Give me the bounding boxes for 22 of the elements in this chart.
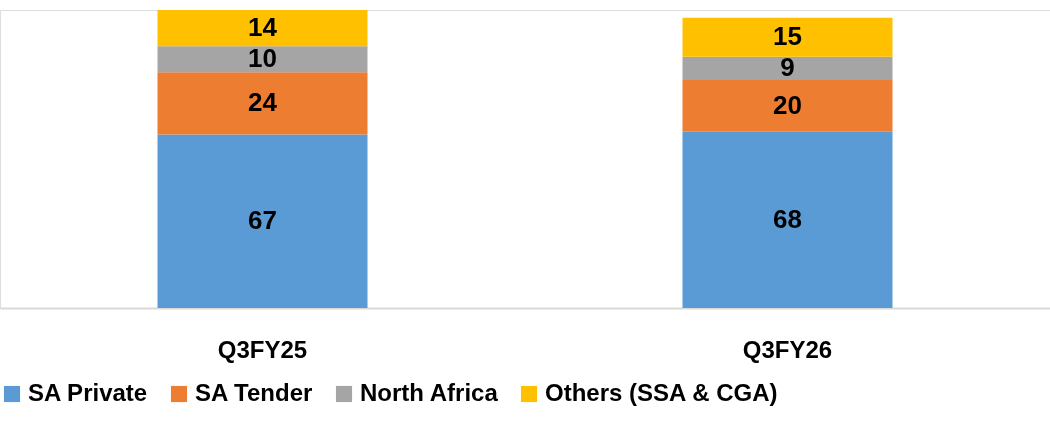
bar — [682, 79, 893, 132]
bar — [682, 131, 893, 308]
data-label: 20 — [773, 89, 802, 120]
bar — [682, 17, 893, 57]
bar — [157, 72, 368, 135]
data-label: 68 — [773, 203, 802, 234]
bar — [682, 56, 893, 80]
data-label: 67 — [248, 205, 277, 236]
legend-label: North Africa — [360, 379, 499, 406]
data-label: 15 — [773, 21, 802, 52]
legend-label: SA Tender — [195, 379, 313, 406]
legend-label: Others (SSA & CGA) — [545, 379, 778, 406]
data-label: 10 — [248, 43, 277, 74]
x-tick-label: Q3FY26 — [742, 335, 833, 363]
data-label: 9 — [780, 52, 795, 83]
bar — [157, 10, 368, 47]
legend-label: SA Private — [28, 379, 148, 406]
data-label: 14 — [248, 12, 278, 43]
bar — [157, 46, 368, 73]
bar — [157, 134, 368, 308]
data-label: 24 — [248, 87, 278, 118]
x-tick-label: Q3FY25 — [217, 335, 308, 363]
